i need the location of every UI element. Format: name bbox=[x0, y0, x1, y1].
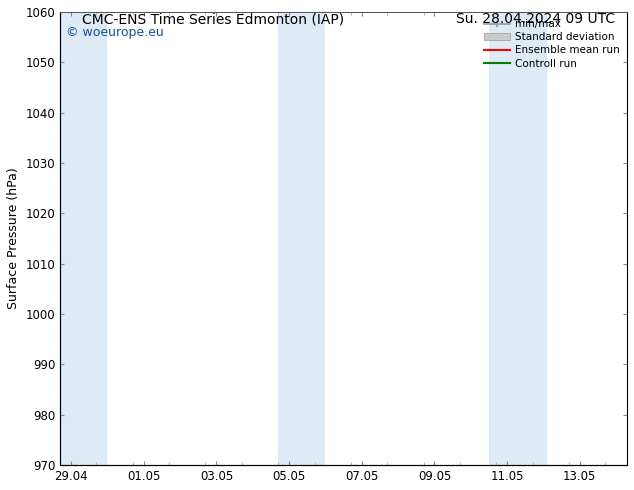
Text: © woeurope.eu: © woeurope.eu bbox=[66, 25, 164, 39]
Bar bbox=[278, 12, 325, 465]
Legend: min/max, Standard deviation, Ensemble mean run, Controll run: min/max, Standard deviation, Ensemble me… bbox=[479, 15, 624, 73]
Text: Su. 28.04.2024 09 UTC: Su. 28.04.2024 09 UTC bbox=[456, 12, 615, 26]
Bar bbox=[489, 12, 547, 465]
Text: CMC-ENS Time Series Edmonton (IAP): CMC-ENS Time Series Edmonton (IAP) bbox=[82, 12, 344, 26]
Y-axis label: Surface Pressure (hPa): Surface Pressure (hPa) bbox=[7, 168, 20, 310]
Bar bbox=[60, 12, 107, 465]
